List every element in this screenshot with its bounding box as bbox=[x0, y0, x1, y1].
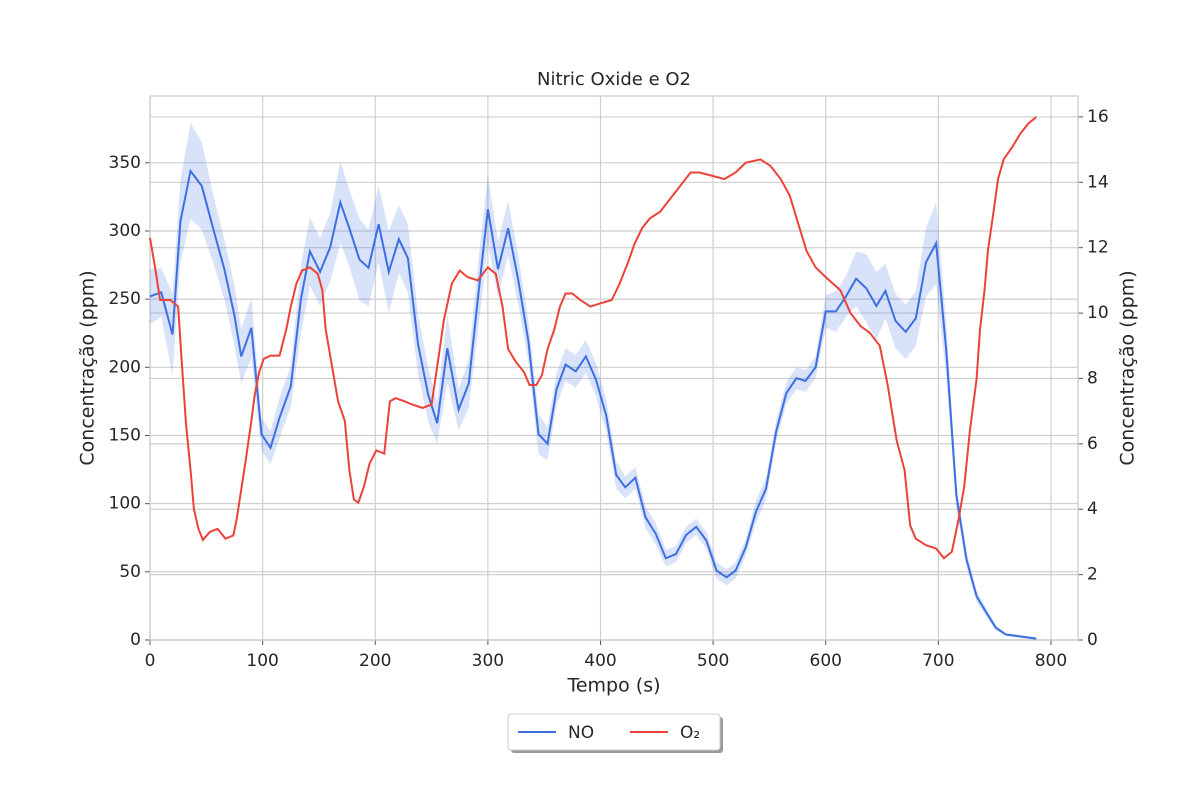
y2-tick-label: 4 bbox=[1087, 499, 1098, 519]
legend-box bbox=[507, 713, 721, 751]
y-tick-label: 200 bbox=[109, 357, 141, 377]
y-axis-label: Concentração (ppm) bbox=[77, 270, 99, 465]
y-tick-label: 350 bbox=[109, 153, 141, 173]
y2-tick-label: 10 bbox=[1087, 303, 1109, 323]
plot-frame bbox=[149, 95, 1079, 641]
series-line bbox=[149, 116, 1037, 560]
y2-tick-label: 14 bbox=[1087, 172, 1109, 192]
y2-tick-label: 8 bbox=[1087, 368, 1098, 388]
x-tick-label: 500 bbox=[697, 651, 729, 671]
y2-tick-label: 16 bbox=[1087, 107, 1109, 127]
grid bbox=[149, 96, 1078, 641]
y2-axis-label: Concentração (ppm) bbox=[1117, 270, 1139, 465]
x-tick-label: 700 bbox=[922, 651, 954, 671]
y2-tick-label: 2 bbox=[1087, 565, 1098, 585]
x-tick-label: 400 bbox=[584, 651, 616, 671]
confidence-band bbox=[150, 123, 1037, 640]
y2-tick-label: 6 bbox=[1087, 434, 1098, 454]
y-tick-label: 250 bbox=[109, 289, 141, 309]
x-tick-label: 800 bbox=[1035, 651, 1067, 671]
y-tick-label: 300 bbox=[109, 221, 141, 241]
y-tick-label: 50 bbox=[119, 562, 141, 582]
legend-label: O₂ bbox=[680, 723, 700, 743]
legend-label: NO bbox=[568, 723, 594, 743]
x-tick-label: 200 bbox=[359, 651, 391, 671]
x-tick-label: 0 bbox=[145, 651, 156, 671]
x-axis-label: Tempo (s) bbox=[566, 675, 660, 697]
x-tick-label: 600 bbox=[810, 651, 842, 671]
y-tick-label: 100 bbox=[109, 494, 141, 514]
chart-title: Nitric Oxide e O2 bbox=[537, 69, 691, 90]
y-tick-label: 0 bbox=[130, 630, 141, 650]
y2-tick-label: 0 bbox=[1087, 630, 1098, 650]
x-tick-label: 100 bbox=[246, 651, 278, 671]
series-line bbox=[149, 168, 1037, 640]
y-tick-label: 150 bbox=[109, 425, 141, 445]
y2-tick-label: 12 bbox=[1087, 238, 1109, 258]
x-tick-label: 300 bbox=[472, 651, 504, 671]
